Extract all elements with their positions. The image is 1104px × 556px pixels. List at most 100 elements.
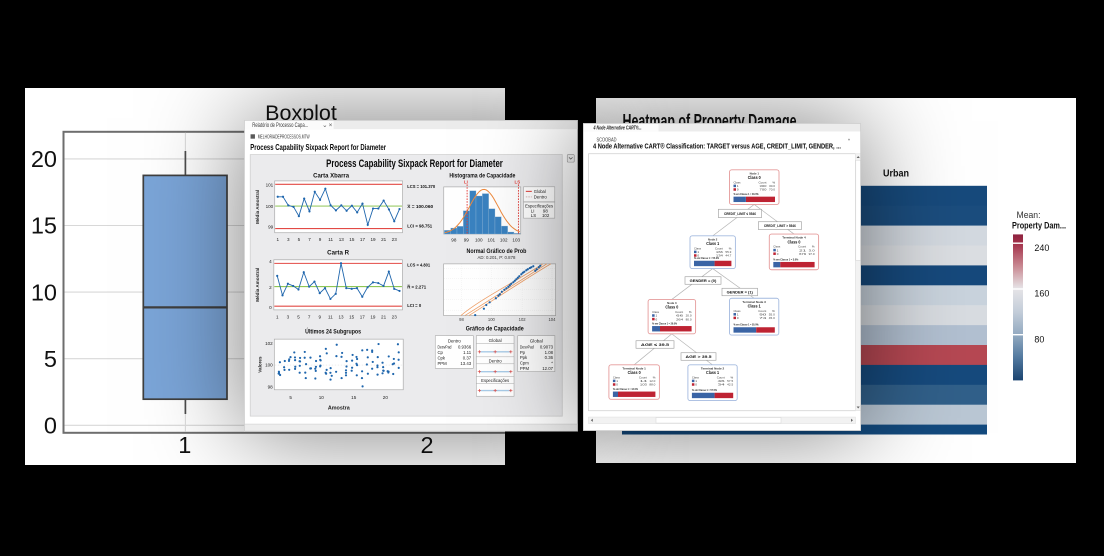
svg-text:% em Classe 1 = 55.0%: % em Classe 1 = 55.0% — [734, 323, 759, 327]
svg-text:Cpk: Cpk — [437, 355, 445, 360]
svg-text:Process Capability Sixpack Rep: Process Capability Sixpack Report for Di… — [326, 158, 503, 170]
svg-text:Média Amostral: Média Amostral — [255, 190, 260, 224]
svg-text:21: 21 — [799, 248, 807, 252]
svg-text:5: 5 — [298, 237, 301, 242]
svg-text:X̅ = 100.060: X̅ = 100.060 — [407, 203, 433, 210]
svg-text:Global: Global — [530, 338, 543, 344]
svg-text:99: 99 — [268, 225, 274, 230]
svg-text:Count: Count — [798, 245, 806, 249]
svg-text:DesvPad: DesvPad — [437, 345, 451, 350]
svg-text:Dentro: Dentro — [448, 338, 461, 344]
svg-text:%: % — [653, 375, 656, 379]
svg-text:20: 20 — [31, 146, 57, 172]
svg-text:23: 23 — [392, 314, 398, 319]
svg-text:9: 9 — [318, 314, 321, 319]
svg-text:Class: Class — [692, 375, 699, 379]
svg-text:0: 0 — [697, 254, 699, 258]
svg-text:300: 300 — [760, 184, 767, 188]
svg-text:0.9073: 0.9073 — [540, 345, 554, 350]
svg-text:0: 0 — [269, 305, 272, 310]
svg-text:Class: Class — [734, 309, 741, 313]
svg-text:Count: Count — [717, 375, 725, 379]
svg-text:Class 0: Class 0 — [787, 239, 801, 244]
svg-text:13: 13 — [339, 237, 345, 242]
svg-text:55.3: 55.3 — [725, 250, 731, 254]
svg-text:Count: Count — [759, 180, 767, 184]
svg-text:100: 100 — [475, 238, 483, 243]
svg-text:×: × — [329, 122, 333, 129]
svg-text:12.0: 12.0 — [649, 379, 655, 383]
svg-text:98: 98 — [451, 238, 457, 243]
svg-text:17: 17 — [360, 314, 366, 319]
svg-text:Cp: Cp — [437, 350, 443, 355]
svg-text:1: 1 — [656, 314, 658, 318]
svg-text:101: 101 — [487, 238, 495, 243]
svg-text:GENDER = (0): GENDER = (0) — [690, 279, 717, 283]
svg-text:0.36: 0.36 — [545, 355, 554, 360]
svg-text:Process Capability Sixpack Rep: Process Capability Sixpack Report for Di… — [250, 143, 386, 152]
svg-text:14: 14 — [640, 379, 648, 383]
svg-text:13.43: 13.43 — [460, 361, 471, 366]
svg-text:Últimos 24 Subgrupos: Últimos 24 Subgrupos — [305, 328, 361, 335]
svg-text:AGE > 39.5: AGE > 39.5 — [686, 355, 712, 359]
svg-text:0: 0 — [777, 252, 779, 256]
svg-text:5: 5 — [289, 395, 292, 400]
svg-text:240: 240 — [1034, 243, 1049, 254]
svg-text:% em Classe 1 = 12.0%: % em Classe 1 = 12.0% — [613, 387, 638, 391]
svg-text:166: 166 — [716, 250, 723, 254]
svg-text:34: 34 — [718, 383, 726, 387]
svg-text:Class: Class — [613, 375, 620, 379]
svg-text:2: 2 — [269, 285, 272, 290]
svg-text:103: 103 — [640, 383, 647, 387]
svg-text:90: 90 — [759, 312, 767, 316]
svg-text:CREDIT_LIMIT > 5546: CREDIT_LIMIT > 5546 — [764, 224, 796, 228]
svg-text:0: 0 — [695, 383, 697, 387]
svg-text:55.0: 55.0 — [769, 312, 775, 316]
svg-text:30.0: 30.0 — [769, 184, 775, 188]
svg-text:1: 1 — [737, 184, 739, 188]
svg-text:LCI = 98.751: LCI = 98.751 — [407, 224, 432, 230]
svg-text:103: 103 — [512, 238, 520, 243]
svg-text:Node 3: Node 3 — [667, 301, 677, 305]
svg-text:1: 1 — [616, 379, 618, 383]
svg-text:Especificações: Especificações — [525, 203, 554, 208]
svg-text:*: * — [848, 138, 850, 144]
svg-text:%: % — [812, 245, 815, 249]
svg-text:Terminal Node 3: Terminal Node 3 — [742, 300, 766, 304]
svg-text:Class: Class — [773, 245, 780, 249]
svg-text:102: 102 — [542, 213, 550, 218]
svg-text:PPM: PPM — [437, 361, 447, 366]
svg-text:GENDER = (1): GENDER = (1) — [727, 291, 754, 295]
svg-text:3: 3 — [287, 314, 290, 319]
svg-text:13: 13 — [338, 314, 344, 319]
svg-text:101: 101 — [266, 183, 274, 188]
svg-text:CREDIT_LIMIT ≤ 5546: CREDIT_LIMIT ≤ 5546 — [724, 212, 756, 216]
svg-text:102: 102 — [265, 341, 273, 346]
svg-text:80.0: 80.0 — [686, 317, 692, 321]
svg-text:0: 0 — [737, 316, 739, 320]
svg-text:100: 100 — [265, 363, 273, 368]
svg-text:Class 0: Class 0 — [665, 305, 679, 310]
svg-text:160: 160 — [1034, 289, 1049, 300]
svg-text:Class: Class — [694, 246, 701, 250]
svg-text:80: 80 — [1034, 334, 1044, 345]
svg-text:23: 23 — [392, 237, 398, 242]
svg-text:1.11: 1.11 — [463, 350, 472, 355]
svg-text:⌄: ⌄ — [322, 122, 327, 129]
svg-text:74: 74 — [759, 316, 767, 320]
svg-text:Node 1: Node 1 — [750, 171, 760, 175]
svg-text:46: 46 — [718, 379, 726, 383]
svg-text:% em Classe 1 = 30.0%: % em Classe 1 = 30.0% — [734, 192, 759, 196]
svg-text:Class 0: Class 0 — [748, 175, 762, 180]
svg-text:AD: 0.201, P: 0.878: AD: 0.201, P: 0.878 — [477, 255, 515, 260]
svg-text:Node 2: Node 2 — [708, 237, 718, 241]
svg-text:%: % — [772, 309, 775, 313]
svg-text:Global: Global — [489, 338, 502, 343]
svg-text:Dentro: Dentro — [489, 358, 502, 363]
svg-text:0: 0 — [616, 383, 618, 387]
svg-text:Terminal Node 2: Terminal Node 2 — [701, 366, 725, 370]
svg-text:% em Classe 1 = 20.0%: % em Classe 1 = 20.0% — [652, 321, 677, 325]
svg-text:Count: Count — [639, 375, 647, 379]
svg-text:100: 100 — [266, 204, 274, 209]
svg-text:5: 5 — [297, 314, 300, 319]
